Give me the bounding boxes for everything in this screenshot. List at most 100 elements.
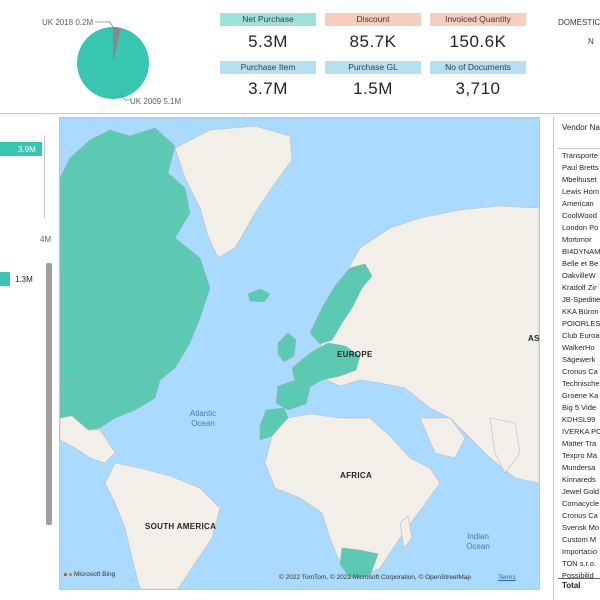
kpi-invoiced-quantity-value[interactable]: 150.6K <box>449 32 507 51</box>
bing-logo-square-1 <box>64 573 67 576</box>
vendor-row[interactable]: Texpro Ma <box>562 451 598 460</box>
vendor-row[interactable]: KKA Büron <box>562 307 599 316</box>
vendor-row[interactable]: Mundersa <box>562 463 596 472</box>
vendor-row[interactable]: Big 5 Vide <box>562 403 597 412</box>
vendor-row[interactable]: CoolWood <box>562 211 597 220</box>
vendor-row[interactable]: OakvilleW <box>562 271 596 280</box>
region-india[interactable] <box>489 417 521 474</box>
pie-label-uk-2009: UK 2009 5.1M <box>130 97 182 106</box>
kpi-purchase-item-value[interactable]: 3.7M <box>248 79 288 98</box>
vendor-row[interactable]: Comacycle <box>562 499 600 508</box>
region-arabia[interactable] <box>419 417 466 459</box>
bing-text: Microsoft Bing <box>74 571 116 578</box>
bar-1[interactable] <box>0 142 42 156</box>
bar-2-value: 1.3M <box>15 275 33 284</box>
axis-tick-label: 4M <box>40 235 52 244</box>
vendor-row[interactable]: TON s.r.o. <box>562 559 597 568</box>
axis-line <box>44 136 45 218</box>
kpi-purchase-gl-label: Purchase GL <box>325 61 421 74</box>
region-mexico[interactable] <box>60 415 116 464</box>
vendor-row[interactable]: Club Euroa <box>562 331 600 340</box>
header-divider <box>558 148 600 149</box>
pie-slice-uk-2018[interactable] <box>113 27 121 63</box>
map-label-south-america: SOUTH AMERICA <box>145 522 217 531</box>
map-terms-link[interactable]: Terms <box>498 574 516 581</box>
scrollbar-thumb[interactable] <box>46 263 52 525</box>
vendor-row[interactable]: Cronus Ca <box>562 367 598 376</box>
map-copyright[interactable]: © 2022 TomTom, © 2022 Microsoft Corporat… <box>279 574 472 581</box>
bar-1-value: 3.9M <box>18 145 36 154</box>
ocean-atlantic-line1: Atlantic <box>189 409 217 418</box>
vendor-row[interactable]: Technische <box>562 379 600 388</box>
kpi-net-purchase-value[interactable]: 5.3M <box>248 32 288 51</box>
vendor-row[interactable]: American <box>562 199 594 208</box>
kpi-purchase-gl-value[interactable]: 1.5M <box>353 79 393 98</box>
region-iceland[interactable] <box>247 288 271 303</box>
vendor-row[interactable]: Groene Ka <box>562 391 599 400</box>
scrollbar-track[interactable] <box>46 263 52 525</box>
bing-logo-square-2 <box>69 573 72 576</box>
kpi-purchase-item-label: Purchase Item <box>220 61 316 74</box>
vendor-row[interactable]: Paul Bretts <box>562 163 599 172</box>
vendor-row[interactable]: Mbelhuset <box>562 175 597 184</box>
ocean-indian-line2: Ocean <box>466 542 490 551</box>
kpi-net-purchase-label: Net Purchase <box>220 13 316 26</box>
ocean-label-indian: Indian Ocean <box>458 532 498 552</box>
vendor-row[interactable]: WalkerHo <box>562 343 595 352</box>
domestic-label: DOMESTIC <box>558 18 600 27</box>
bing-logo: Microsoft Bing <box>64 571 115 578</box>
vendor-row[interactable]: IVERKA PO <box>562 427 600 436</box>
vendor-row[interactable]: JB-Speditie <box>562 295 600 304</box>
vendor-row[interactable]: KDHSL99 <box>562 415 596 424</box>
region-iberia[interactable] <box>275 379 311 411</box>
kpi-discount-label: Discount <box>325 13 421 26</box>
kpi-invoiced-quantity-label: Invoiced Quantity <box>430 13 526 26</box>
vendor-table[interactable]: Vendor Na Transporte Paul Bretts Mbelhuset… <box>553 117 600 600</box>
region-greenland[interactable] <box>174 125 293 259</box>
left-bar-chart-panel: 3.9M 4M 1.3M <box>0 118 56 600</box>
map-canvas[interactable] <box>60 118 539 589</box>
vendor-row[interactable]: Sägewerk <box>562 355 596 364</box>
region-africa[interactable] <box>264 413 441 579</box>
vendor-row[interactable]: London Po <box>562 223 599 232</box>
region-uk[interactable] <box>277 332 297 363</box>
vendor-row[interactable]: Kradolf Zir <box>562 283 597 292</box>
map-label-asia: AS <box>528 334 540 343</box>
vendor-row[interactable]: Jewel Gold <box>562 487 600 496</box>
vendor-row[interactable]: Transporte <box>562 151 598 160</box>
vendor-row[interactable]: Lewis Hom <box>562 187 600 196</box>
kpi-no-of-documents-value[interactable]: 3,710 <box>455 79 501 98</box>
vendor-row[interactable]: Kinnareds <box>562 475 596 484</box>
kpi-discount-value[interactable]: 85.7K <box>349 32 397 51</box>
region-scandinavia[interactable] <box>309 263 373 345</box>
total-row-label: Total <box>562 581 581 590</box>
ocean-label-atlantic: Atlantic Ocean <box>183 409 223 429</box>
total-divider <box>558 578 600 579</box>
vendor-row[interactable]: Possibilid <box>562 571 594 580</box>
ocean-indian-line1: Indian <box>467 532 489 541</box>
bar-2[interactable] <box>0 272 10 286</box>
region-south-america[interactable] <box>104 462 221 589</box>
ocean-atlantic-line2: Ocean <box>191 419 215 428</box>
vendor-row[interactable]: Mortimor <box>562 235 592 244</box>
kpi-no-of-documents-label: No of Documents <box>430 61 526 74</box>
vendor-row[interactable]: POIORLES <box>562 319 600 328</box>
vendor-row[interactable]: Belle et Be <box>562 259 599 268</box>
vendor-row[interactable]: BI4DYNAM <box>562 247 600 256</box>
region-south-africa[interactable] <box>339 547 379 579</box>
vendor-row[interactable]: Cronus Ca <box>562 511 598 520</box>
vendor-map[interactable]: EUROPE AFRICA SOUTH AMERICA AS Atlantic … <box>59 117 540 590</box>
vendor-name-column-header[interactable]: Vendor Na <box>562 123 600 132</box>
vendor-row[interactable]: Custom M <box>562 535 597 544</box>
pie-leader-line-bottom <box>120 94 131 101</box>
vendor-row[interactable]: Importacio <box>562 547 598 556</box>
region-madagascar[interactable] <box>399 515 413 549</box>
pie-label-uk-2018: UK 2018 0.2M <box>42 18 94 27</box>
vendor-row[interactable]: Matter Tra <box>562 439 597 448</box>
vendor-row[interactable]: Svensk Mo <box>562 523 600 532</box>
domestic-sub-label: N <box>588 37 594 46</box>
purchase-pie-chart[interactable] <box>76 26 150 100</box>
map-label-africa: AFRICA <box>340 471 373 480</box>
pie-leader-line-top <box>95 21 115 30</box>
map-label-europe: EUROPE <box>337 350 373 359</box>
